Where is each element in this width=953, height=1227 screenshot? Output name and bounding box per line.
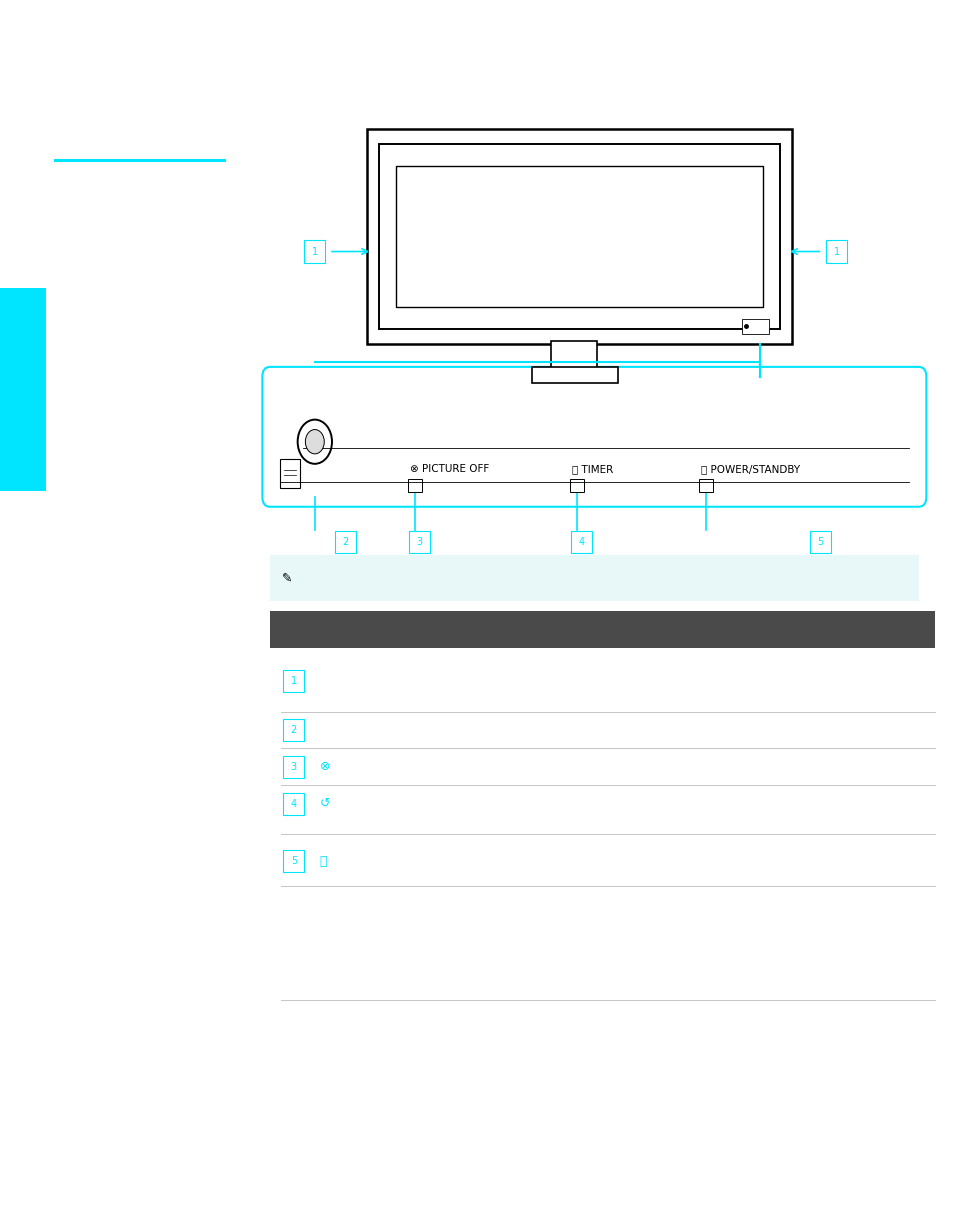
FancyBboxPatch shape	[283, 850, 304, 872]
FancyBboxPatch shape	[262, 367, 925, 507]
Text: 5: 5	[817, 537, 822, 547]
Text: 4: 4	[578, 537, 584, 547]
FancyBboxPatch shape	[395, 166, 762, 307]
Text: ⊗: ⊗	[319, 761, 330, 773]
FancyBboxPatch shape	[283, 756, 304, 778]
FancyBboxPatch shape	[270, 611, 934, 648]
Text: 3: 3	[291, 762, 296, 772]
Text: 1: 1	[833, 247, 839, 256]
FancyBboxPatch shape	[0, 288, 46, 491]
Text: 2: 2	[342, 537, 348, 547]
FancyBboxPatch shape	[283, 670, 304, 692]
FancyBboxPatch shape	[532, 367, 618, 383]
Text: 4: 4	[291, 799, 296, 809]
FancyBboxPatch shape	[809, 531, 830, 553]
Text: 1: 1	[312, 247, 317, 256]
Text: ✎: ✎	[281, 572, 293, 584]
Circle shape	[297, 420, 332, 464]
Text: ⏱ TIMER: ⏱ TIMER	[572, 464, 613, 474]
Text: ⊗ PICTURE OFF: ⊗ PICTURE OFF	[410, 464, 489, 474]
FancyBboxPatch shape	[304, 240, 325, 263]
FancyBboxPatch shape	[551, 341, 597, 368]
Circle shape	[305, 429, 324, 454]
Text: ↺: ↺	[319, 798, 330, 810]
FancyBboxPatch shape	[741, 319, 768, 334]
FancyBboxPatch shape	[283, 719, 304, 741]
Text: 1: 1	[291, 676, 296, 686]
FancyBboxPatch shape	[283, 793, 304, 815]
FancyBboxPatch shape	[825, 240, 846, 263]
FancyBboxPatch shape	[571, 531, 592, 553]
FancyBboxPatch shape	[335, 531, 355, 553]
Text: ⏻ POWER/STANDBY: ⏻ POWER/STANDBY	[700, 464, 800, 474]
Text: ⏻: ⏻	[319, 855, 327, 867]
Text: 3: 3	[416, 537, 422, 547]
FancyBboxPatch shape	[378, 144, 780, 329]
FancyBboxPatch shape	[409, 531, 430, 553]
FancyBboxPatch shape	[408, 479, 421, 492]
FancyBboxPatch shape	[270, 555, 918, 601]
Text: 5: 5	[291, 856, 296, 866]
FancyBboxPatch shape	[367, 129, 791, 344]
FancyBboxPatch shape	[280, 459, 299, 488]
FancyBboxPatch shape	[570, 479, 583, 492]
Text: 2: 2	[291, 725, 296, 735]
FancyBboxPatch shape	[699, 479, 712, 492]
